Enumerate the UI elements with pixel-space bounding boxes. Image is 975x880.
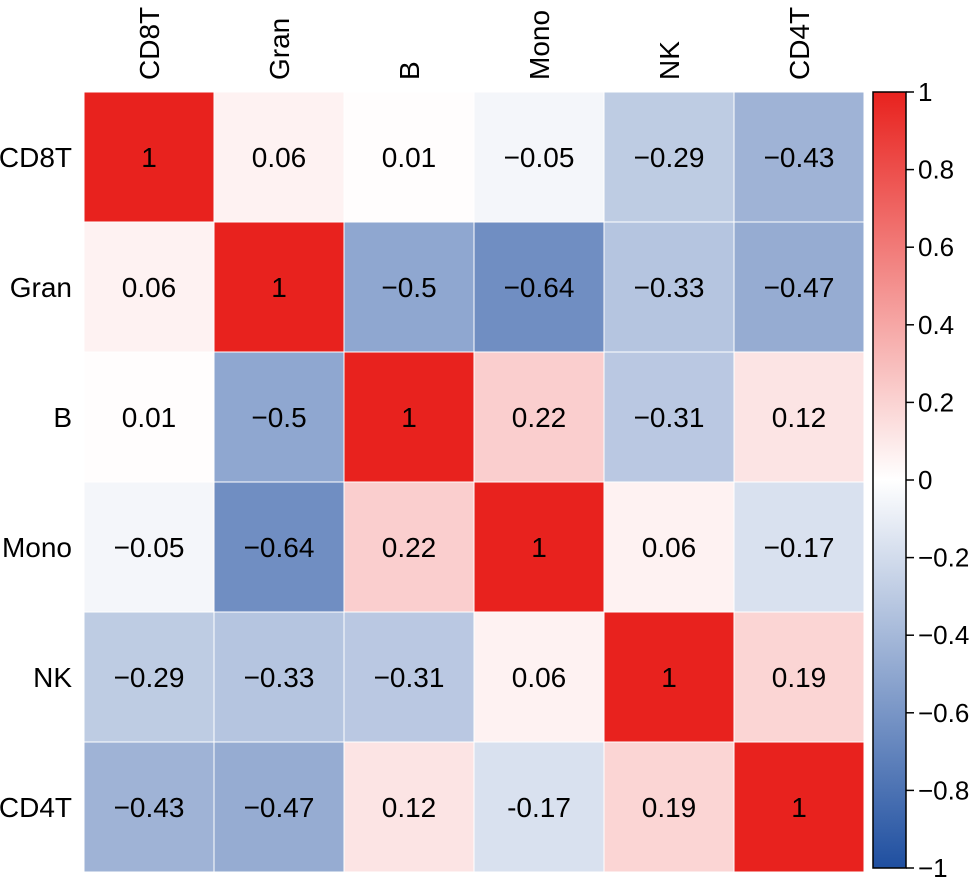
heatmap-cell-b-b: [343, 351, 475, 483]
row-label-cd4t: CD4T: [0, 792, 72, 823]
heatmap-cell-cd4t-cd4t: [733, 741, 865, 873]
cell-value-label: 1: [531, 532, 547, 563]
heatmap-cell-mono-gran: [213, 481, 345, 613]
cell-value-label: 1: [661, 662, 677, 693]
cell-value-label: −0.47: [244, 792, 315, 823]
heatmap-cell-b-cd4t: [733, 351, 865, 483]
cell-value-label: 0.01: [382, 142, 437, 173]
cell-value-label: −0.33: [634, 272, 705, 303]
cell-value-label: 0.06: [512, 662, 567, 693]
heatmap-cell-nk-cd4t: [733, 611, 865, 743]
cell-value-label: 0.12: [772, 402, 827, 433]
cell-value-label: −0.29: [634, 142, 705, 173]
cell-value-label: 0.06: [122, 272, 177, 303]
cell-value-label: −0.33: [244, 662, 315, 693]
colorbar-tick-label: 0.8: [918, 155, 954, 185]
cell-value-label: 0.01: [122, 402, 177, 433]
column-label-cd8t: CD8T: [134, 7, 165, 80]
colorbar: [872, 91, 907, 869]
colorbar-tick-label: 0: [918, 465, 932, 495]
colorbar-tick-label: −0.6: [918, 698, 969, 728]
row-labels: CD8T Gran B Mono NK CD4T: [0, 142, 72, 823]
heatmap-cell-cd8t-mono: [473, 91, 605, 223]
cell-value-label: 1: [401, 402, 417, 433]
heatmap-cell-b-cd8t: [83, 351, 215, 483]
cell-value-label: 1: [271, 272, 287, 303]
cell-value-label: −0.47: [764, 272, 835, 303]
cell-value-label: 1: [791, 792, 807, 823]
heatmap-cell-cd4t-mono: [473, 741, 605, 873]
cell-value-label: 0.22: [382, 532, 437, 563]
column-labels: CD8T Gran B Mono NK CD4T: [134, 7, 815, 80]
cell-value-label: −0.31: [634, 402, 705, 433]
cell-value-label: 0.06: [252, 142, 307, 173]
row-label-cd8t: CD8T: [0, 142, 72, 173]
heatmap-cell-nk-mono: [473, 611, 605, 743]
colorbar-tick-label: 1: [918, 77, 932, 107]
cell-value-label: −0.43: [764, 142, 835, 173]
column-label-b: B: [394, 61, 425, 80]
cell-value-label: 0.19: [642, 792, 697, 823]
column-label-cd4t: CD4T: [784, 7, 815, 80]
heatmap-cell-cd8t-gran: [213, 91, 345, 223]
colorbar-scale: [872, 91, 907, 869]
heatmap-cells: [83, 91, 865, 873]
cell-value-label: 0.12: [382, 792, 437, 823]
row-label-mono: Mono: [2, 532, 72, 563]
colorbar-tick-label: −0.4: [918, 620, 969, 650]
colorbar-tick-label: 0.6: [918, 232, 954, 262]
heatmap-cell-cd4t-cd8t: [83, 741, 215, 873]
heatmap-cell-labels: 1 0.06 0.01 −0.05 −0.29 −0.43 0.06 1 −0.5 −0.64 −0…: [114, 142, 835, 823]
heatmap-cell-mono-cd4t: [733, 481, 865, 613]
cell-value-label: 1: [141, 142, 157, 173]
heatmap-cell-b-mono: [473, 351, 605, 483]
cell-value-label: −0.29: [114, 662, 185, 693]
heatmap-cell-gran-mono: [473, 221, 605, 353]
heatmap-cell-nk-cd8t: [83, 611, 215, 743]
colorbar-tick-label: 0.4: [918, 310, 954, 340]
cell-value-label: -0.17: [507, 792, 571, 823]
heatmap-cell-cd8t-b: [343, 91, 475, 223]
column-label-nk: NK: [654, 41, 685, 80]
cell-value-label: −0.43: [114, 792, 185, 823]
heatmap-cell-cd8t-cd8t: [83, 91, 215, 223]
cell-value-label: −0.5: [251, 402, 306, 433]
heatmap-cell-cd8t-cd4t: [733, 91, 865, 223]
heatmap-cell-mono-b: [343, 481, 475, 613]
cell-value-label: −0.31: [374, 662, 445, 693]
heatmap-cell-gran-gran: [213, 221, 345, 353]
heatmap-cell-gran-cd4t: [733, 221, 865, 353]
column-label-gran: Gran: [264, 18, 295, 80]
heatmap-cell-mono-cd8t: [83, 481, 215, 613]
heatmap-cell-nk-nk: [603, 611, 735, 743]
cell-value-label: 0.22: [512, 402, 567, 433]
cell-value-label: −0.17: [764, 532, 835, 563]
row-label-b: B: [53, 402, 72, 433]
cell-value-label: −0.64: [244, 532, 315, 563]
heatmap-cell-nk-b: [343, 611, 475, 743]
colorbar-tick-label: −1: [918, 853, 948, 880]
heatmap-cell-b-gran: [213, 351, 345, 483]
heatmap-cell-mono-mono: [473, 481, 605, 613]
row-label-gran: Gran: [10, 272, 72, 303]
cell-value-label: −0.05: [114, 532, 185, 563]
cell-value-label: 0.19: [772, 662, 827, 693]
cell-value-label: −0.64: [504, 272, 575, 303]
column-label-mono: Mono: [524, 10, 555, 80]
heatmap-cell-cd8t-nk: [603, 91, 735, 223]
colorbar-tick-label: 0.2: [918, 387, 954, 417]
cell-value-label: −0.5: [381, 272, 436, 303]
heatmap-cell-b-nk: [603, 351, 735, 483]
heatmap-cell-mono-nk: [603, 481, 735, 613]
cell-value-label: 0.06: [642, 532, 697, 563]
row-label-nk: NK: [33, 662, 72, 693]
colorbar-tick-label: −0.8: [918, 775, 969, 805]
colorbar-tick-label: −0.2: [918, 543, 969, 573]
colorbar-ticks: 1 0.8 0.6 0.4 0.2 0 −0.2 −0.4 −0.6 −0.8 −1: [906, 77, 969, 880]
cell-value-label: −0.05: [504, 142, 575, 173]
heatmap-cell-cd4t-nk: [603, 741, 735, 873]
